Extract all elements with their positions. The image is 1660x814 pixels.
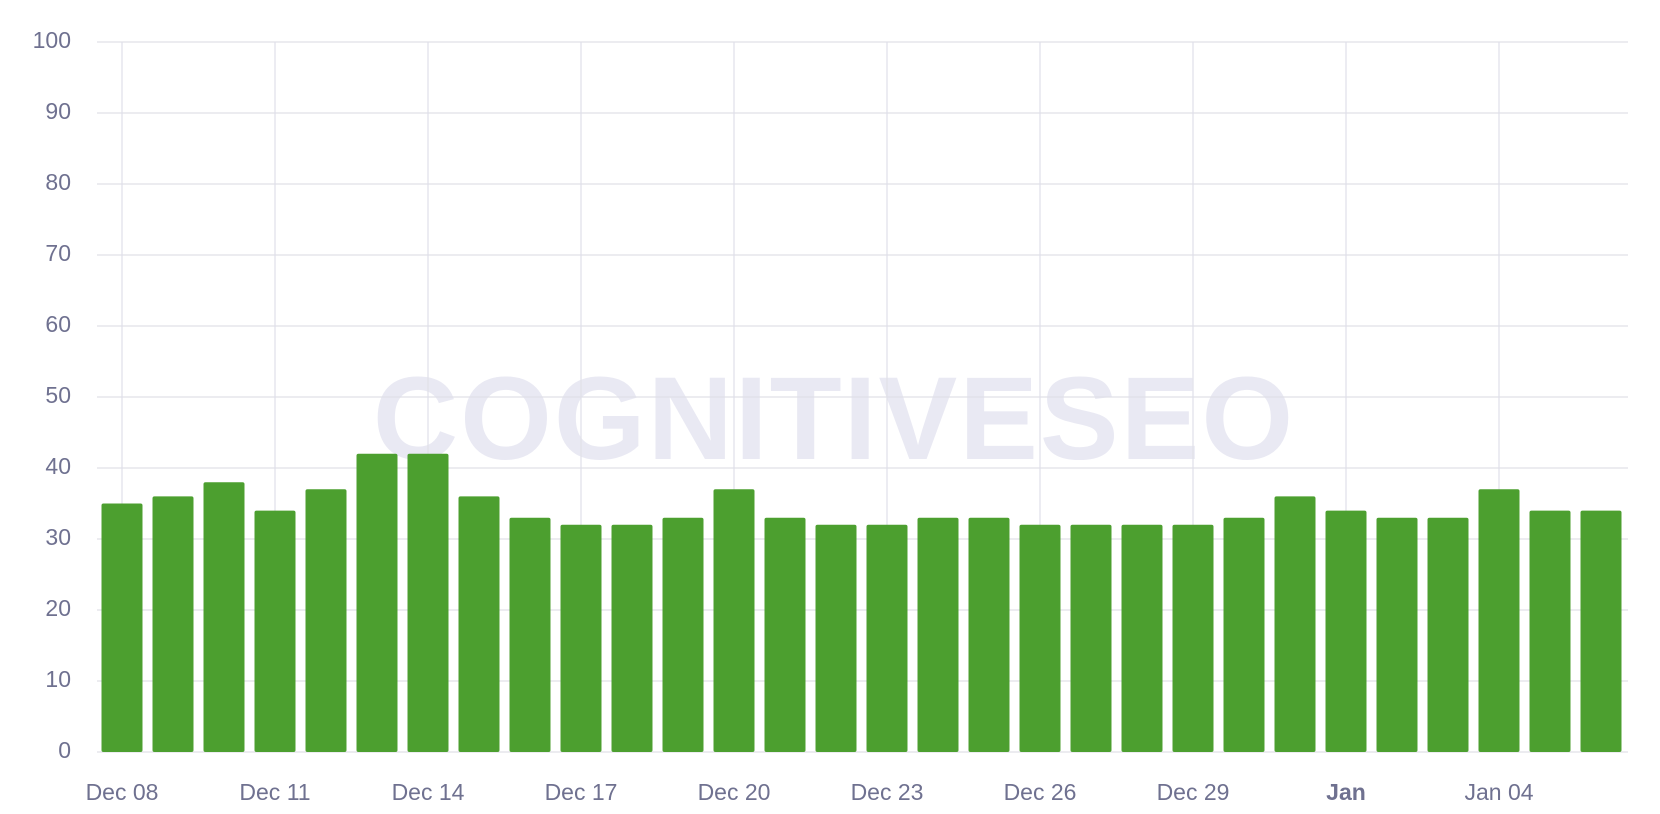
bar [254,510,296,752]
x-tick-label: Dec 29 [1157,779,1230,805]
y-tick-label: 20 [45,595,71,621]
bar [203,482,245,752]
x-tick-label: Jan 04 [1464,779,1533,805]
y-tick-label: 40 [45,453,71,479]
bar [1325,510,1367,752]
y-tick-label: 30 [45,524,71,550]
y-tick-label: 10 [45,666,71,692]
bar [101,503,143,752]
bar [815,524,857,752]
bar [1070,524,1112,752]
bar [1580,510,1622,752]
x-tick-label: Jan [1326,779,1366,805]
bar [458,496,500,752]
x-tick-label: Dec 23 [851,779,924,805]
bar [356,453,398,752]
y-tick-label: 60 [45,311,71,337]
bar [968,517,1010,752]
x-tick-label: Dec 17 [545,779,618,805]
bar [1529,510,1571,752]
bar [1274,496,1316,752]
bar [713,489,755,752]
bar [611,524,653,752]
x-tick-label: Dec 08 [86,779,159,805]
y-tick-label: 90 [45,98,71,124]
bar [407,453,449,752]
x-tick-label: Dec 26 [1004,779,1077,805]
x-tick-label: Dec 11 [239,779,310,805]
bar [1223,517,1265,752]
x-tick-label: Dec 20 [698,779,771,805]
bar [1427,517,1469,752]
bar [764,517,806,752]
bar [1019,524,1061,752]
x-tick-label: Dec 14 [392,779,465,805]
y-tick-label: 50 [45,382,71,408]
bar [917,517,959,752]
bar [662,517,704,752]
watermark: COGNITIVESEO [373,353,1295,485]
bar [866,524,908,752]
bar [1376,517,1418,752]
y-tick-label: 100 [33,27,71,53]
bar [305,489,347,752]
y-tick-label: 70 [45,240,71,266]
bar [152,496,194,752]
y-tick-label: 80 [45,169,71,195]
bar [1478,489,1520,752]
bar [1172,524,1214,752]
bar [560,524,602,752]
bar [509,517,551,752]
bar [1121,524,1163,752]
y-tick-label: 0 [58,737,71,763]
